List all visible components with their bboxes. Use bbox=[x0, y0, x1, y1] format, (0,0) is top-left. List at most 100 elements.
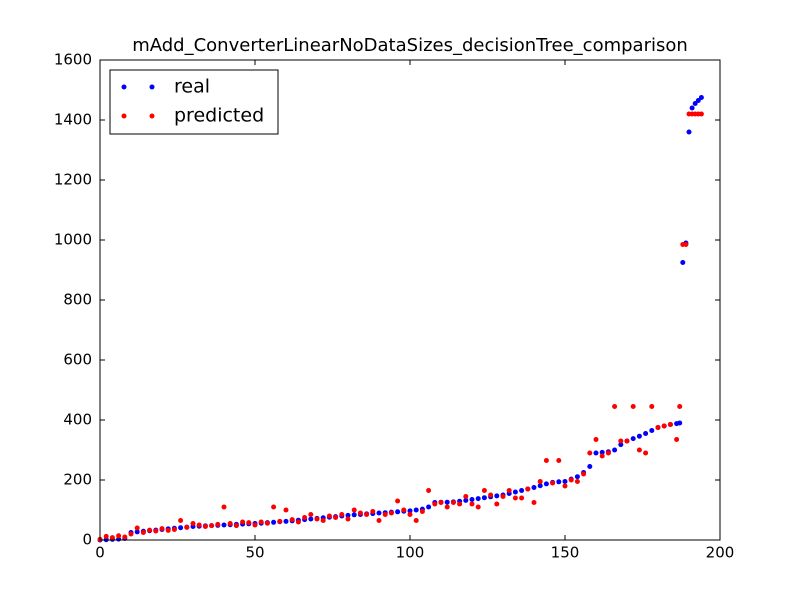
point bbox=[587, 450, 593, 456]
point bbox=[686, 129, 692, 135]
point bbox=[630, 404, 636, 409]
point bbox=[556, 458, 562, 463]
point bbox=[494, 501, 500, 507]
x-tick-label: 150 bbox=[551, 544, 580, 562]
point bbox=[612, 447, 618, 453]
point bbox=[426, 504, 432, 510]
y-tick-label: 0 bbox=[82, 531, 92, 549]
point bbox=[568, 477, 574, 483]
point bbox=[283, 507, 289, 513]
point bbox=[246, 520, 252, 526]
point bbox=[320, 518, 326, 523]
point bbox=[171, 527, 177, 532]
point bbox=[677, 420, 683, 426]
point bbox=[264, 520, 270, 526]
point bbox=[277, 518, 283, 524]
point bbox=[537, 483, 543, 489]
point bbox=[202, 524, 208, 529]
point bbox=[680, 260, 686, 265]
point bbox=[695, 98, 701, 103]
point bbox=[605, 450, 611, 456]
point bbox=[258, 519, 264, 525]
point bbox=[184, 524, 190, 530]
legend-label: predicted bbox=[174, 105, 264, 127]
point bbox=[295, 519, 301, 525]
point bbox=[698, 95, 704, 100]
legend-marker bbox=[149, 84, 155, 90]
point bbox=[339, 512, 345, 517]
point bbox=[388, 510, 394, 516]
chart-title: mAdd_ConverterLinearNoDataSizes_decision… bbox=[132, 35, 688, 56]
x-tick-label: 100 bbox=[396, 544, 425, 562]
y-tick-label: 200 bbox=[63, 471, 92, 489]
point bbox=[419, 509, 425, 514]
point bbox=[376, 510, 382, 516]
point bbox=[178, 518, 184, 523]
point bbox=[655, 425, 661, 430]
point bbox=[630, 436, 636, 442]
point bbox=[475, 496, 481, 502]
point bbox=[636, 433, 642, 439]
point bbox=[550, 480, 556, 486]
point bbox=[240, 519, 246, 525]
point bbox=[649, 404, 655, 409]
x-tick-label: 200 bbox=[706, 544, 735, 562]
point bbox=[683, 242, 689, 247]
y-tick-label: 400 bbox=[63, 411, 92, 429]
point bbox=[326, 513, 332, 519]
legend-marker bbox=[149, 113, 155, 119]
legend-marker bbox=[121, 113, 127, 119]
point bbox=[599, 449, 605, 455]
point bbox=[413, 518, 419, 523]
point bbox=[450, 500, 456, 505]
legend-label: real bbox=[174, 76, 210, 98]
point bbox=[227, 521, 233, 526]
point bbox=[364, 512, 370, 517]
point bbox=[556, 479, 562, 485]
point bbox=[289, 517, 295, 523]
point bbox=[562, 483, 568, 489]
point bbox=[308, 512, 314, 517]
point bbox=[271, 519, 277, 525]
point bbox=[475, 504, 481, 510]
point bbox=[345, 512, 351, 518]
point bbox=[147, 527, 153, 533]
point bbox=[370, 509, 376, 514]
point bbox=[444, 504, 450, 510]
point bbox=[512, 495, 518, 501]
point bbox=[134, 525, 140, 531]
point bbox=[624, 438, 630, 444]
point bbox=[661, 423, 667, 429]
point bbox=[481, 488, 487, 493]
point bbox=[506, 488, 512, 493]
plot-frame bbox=[99, 59, 721, 541]
point bbox=[196, 522, 202, 528]
point bbox=[376, 518, 382, 523]
point bbox=[618, 442, 624, 448]
point bbox=[333, 515, 339, 520]
point bbox=[531, 500, 537, 505]
point bbox=[488, 492, 494, 498]
legend-box bbox=[109, 69, 279, 135]
point bbox=[612, 404, 618, 409]
point bbox=[252, 522, 258, 528]
point bbox=[463, 494, 469, 499]
point bbox=[674, 437, 680, 442]
point bbox=[692, 101, 698, 106]
point bbox=[215, 521, 221, 527]
point bbox=[463, 497, 469, 503]
point bbox=[574, 474, 580, 480]
point bbox=[221, 522, 227, 528]
point bbox=[574, 479, 580, 484]
point bbox=[233, 523, 239, 529]
point bbox=[444, 499, 450, 505]
point bbox=[543, 481, 549, 487]
point bbox=[351, 512, 357, 518]
point bbox=[209, 523, 215, 529]
point bbox=[587, 464, 593, 469]
point bbox=[500, 494, 506, 499]
point bbox=[667, 422, 673, 427]
legend-marker bbox=[121, 84, 127, 90]
point bbox=[401, 507, 407, 513]
